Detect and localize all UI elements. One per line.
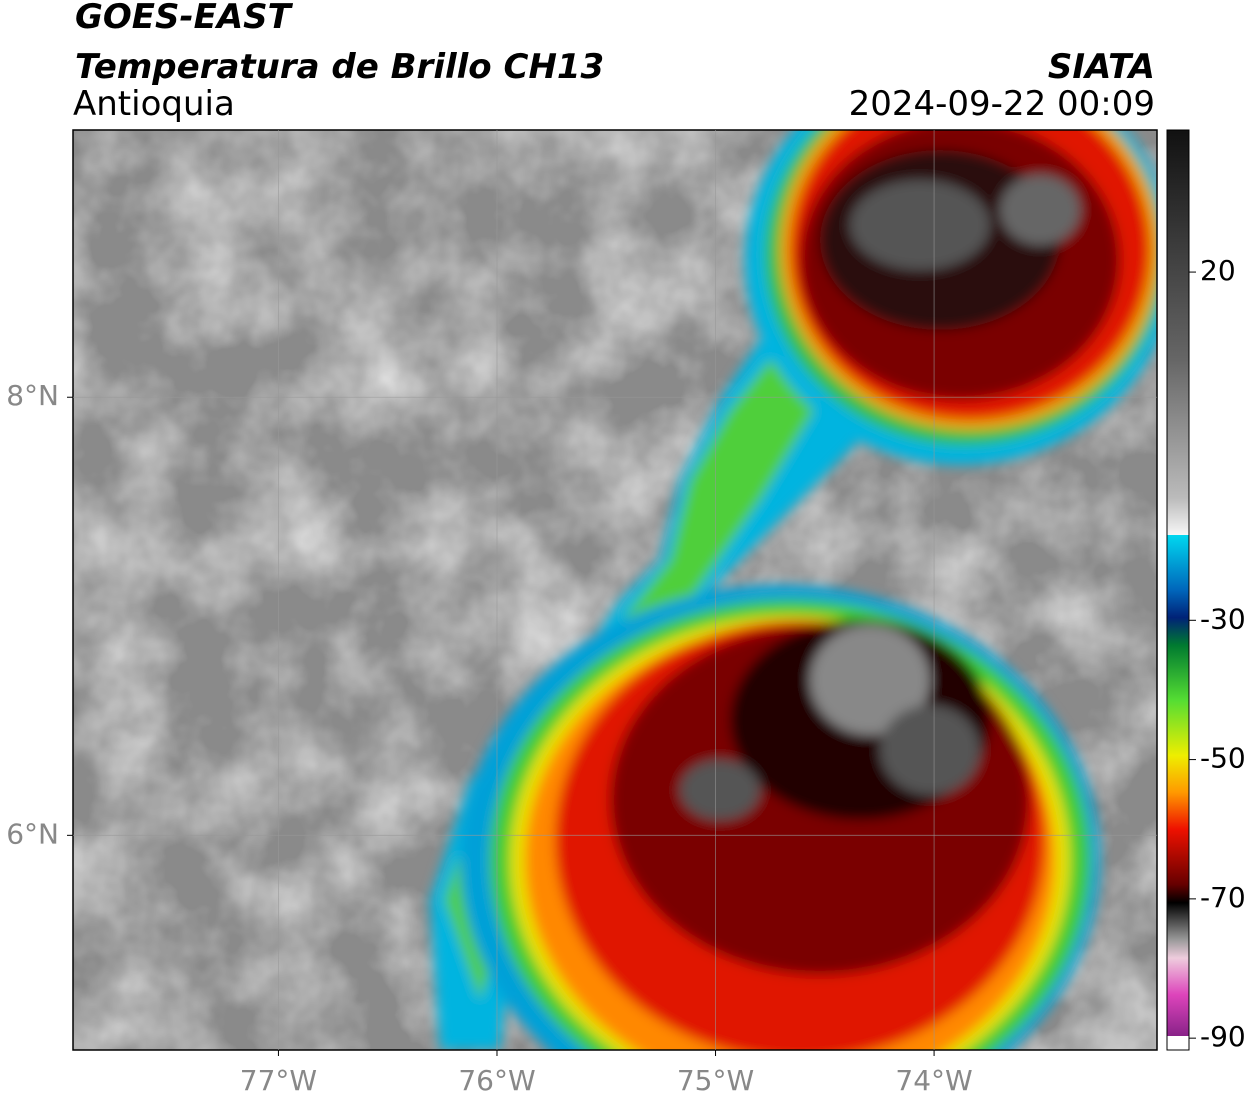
colorbar-tick-label: -70	[1200, 881, 1246, 914]
colorbar-tick-label: 20	[1200, 254, 1236, 287]
y-tick-label: 8°N	[6, 379, 59, 412]
colorbar-tick-label: -50	[1200, 742, 1246, 775]
colorbar-tick-label: -90	[1200, 1020, 1246, 1053]
x-tick-label: 77°W	[240, 1064, 317, 1097]
source: SIATA	[1048, 47, 1155, 87]
y-tick-label: 6°N	[6, 817, 59, 850]
region: Antioquia	[73, 84, 235, 124]
map-image	[73, 130, 1157, 1050]
subtitle: Temperatura de Brillo CH13	[75, 47, 604, 87]
colorbar-tick-label: -30	[1200, 602, 1246, 635]
map-frame	[72, 129, 1158, 1051]
x-tick-label: 75°W	[677, 1064, 754, 1097]
x-tick-label: 76°W	[458, 1064, 535, 1097]
x-tick-label: 74°W	[895, 1064, 972, 1097]
title: GOES-EAST	[75, 0, 294, 37]
colorbar	[1166, 129, 1190, 1051]
datetime: 2024-09-22 00:09	[849, 84, 1155, 124]
